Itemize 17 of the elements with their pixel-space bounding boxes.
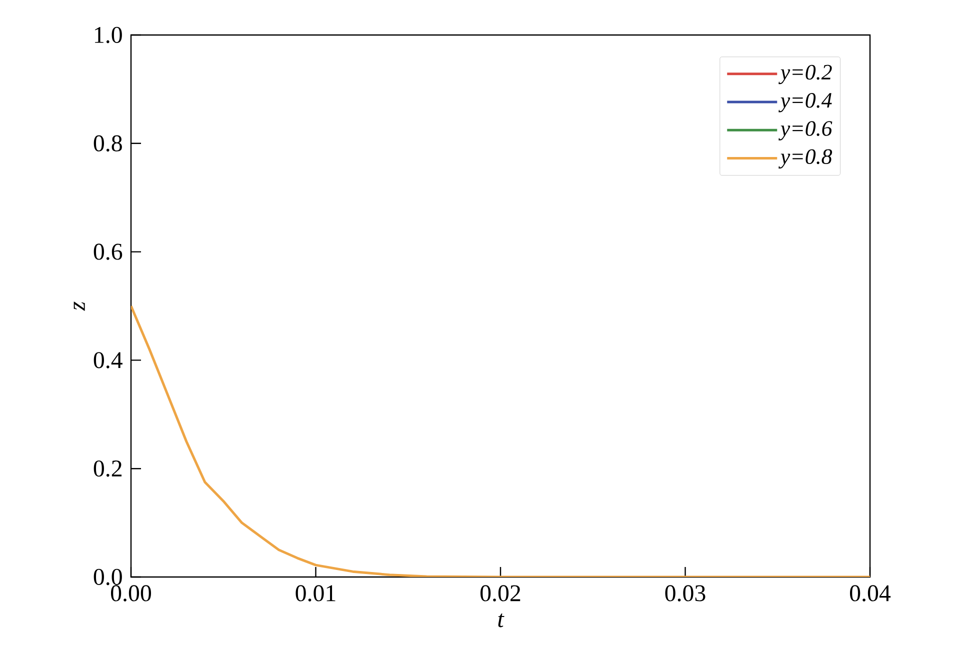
x-tick-label: 0.04 xyxy=(850,585,891,602)
x-tick-label: 0.01 xyxy=(296,585,336,602)
x-tick-label: 0.03 xyxy=(665,585,706,602)
legend-label: y=0.4 xyxy=(778,92,832,112)
x-tick-label: 0.02 xyxy=(480,585,520,602)
x-tick-label: 0.00 xyxy=(110,585,152,602)
legend-label: y=0.2 xyxy=(778,64,832,84)
y-tick-label: 1.0 xyxy=(95,26,122,44)
x-axis-title: t xyxy=(498,614,504,628)
y-tick-label: 0.8 xyxy=(94,135,122,152)
y-axis-title: z xyxy=(74,302,85,311)
legend-label: y=0.8 xyxy=(778,149,832,169)
y-tick-label: 0.0 xyxy=(94,568,122,586)
y-tick-label: 0.2 xyxy=(94,460,122,477)
y-tick-label: 0.6 xyxy=(94,244,122,260)
legend-label: y=0.6 xyxy=(778,121,832,140)
y-tick-label: 0.4 xyxy=(94,352,122,368)
